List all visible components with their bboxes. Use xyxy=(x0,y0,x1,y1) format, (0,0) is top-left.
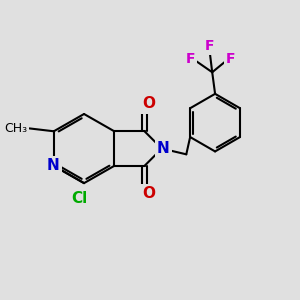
Text: CH₃: CH₃ xyxy=(4,122,27,135)
Text: Cl: Cl xyxy=(72,191,88,206)
Text: O: O xyxy=(142,96,155,111)
Text: O: O xyxy=(142,186,155,201)
Text: F: F xyxy=(186,52,195,66)
Text: F: F xyxy=(226,52,236,66)
Text: N: N xyxy=(157,141,169,156)
Text: N: N xyxy=(47,158,60,173)
Text: F: F xyxy=(205,39,214,53)
